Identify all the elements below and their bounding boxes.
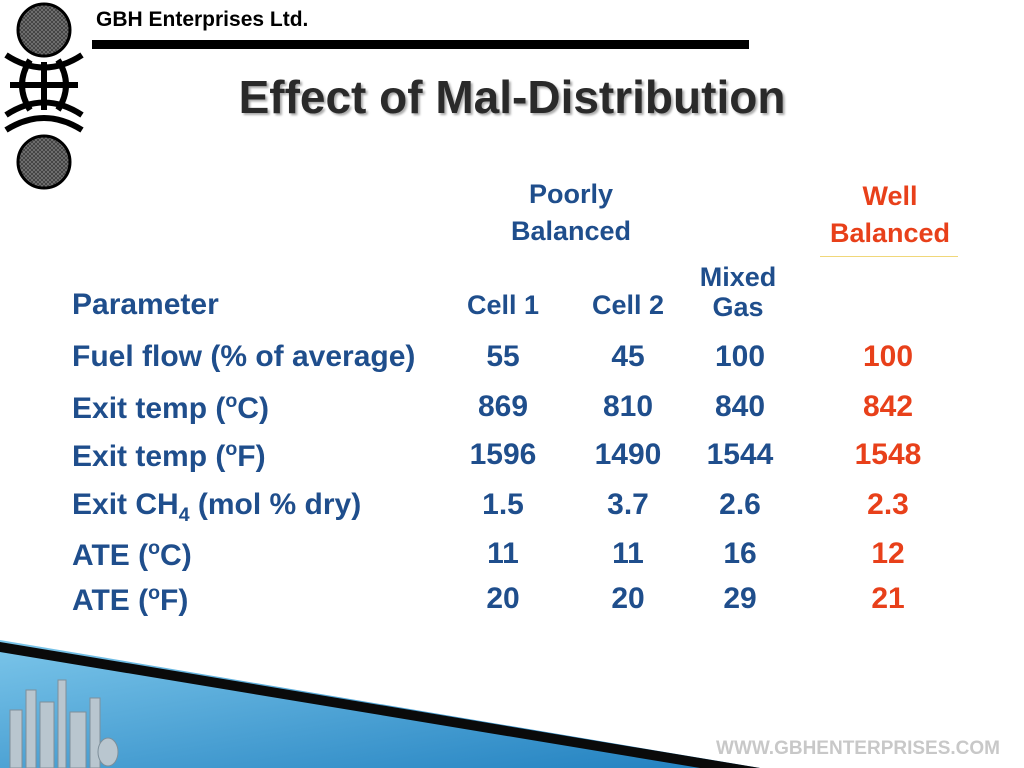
- cell2-value: 45: [611, 340, 645, 373]
- row-label: Exit temp (oC): [72, 390, 269, 425]
- header-divider: [92, 40, 749, 49]
- cell1-value: 20: [486, 582, 520, 615]
- slide-title: Effect of Mal-Distribution: [238, 71, 786, 123]
- mixed-line2: Gas: [712, 292, 764, 322]
- mixed-value: 840: [714, 390, 766, 423]
- cell2-value: 20: [611, 582, 645, 615]
- group-well-line2: Balanced: [829, 218, 951, 248]
- group-poorly-line1: Poorly: [528, 179, 614, 209]
- table-row: Exit temp (oF) 1596 1490 1544 1548: [0, 438, 1024, 482]
- mixed-value: 29: [723, 582, 757, 615]
- company-name: GBH Enterprises Ltd.: [96, 8, 309, 31]
- well-value: 2.3: [867, 488, 909, 521]
- column-header-cell2: Cell 2: [591, 290, 665, 320]
- well-value: 12: [871, 537, 905, 570]
- column-header-parameter: Parameter: [72, 288, 219, 321]
- mixed-value: 1544: [706, 438, 774, 471]
- group-header-well: Well Balanced: [810, 178, 970, 252]
- mixed-line1: Mixed: [699, 262, 777, 292]
- mixed-value: 2.6: [719, 488, 761, 521]
- cell1-value: 869: [477, 390, 529, 423]
- mixed-value: 16: [723, 537, 757, 570]
- footer-decoration: [0, 640, 760, 768]
- well-value: 21: [871, 582, 905, 615]
- table-row: ATE (oC) 11 11 16 12: [0, 537, 1024, 581]
- cell2-value: 3.7: [607, 488, 649, 521]
- table-row: Exit temp (oC) 869 810 840 842: [0, 390, 1024, 434]
- company-logo: [4, 2, 84, 190]
- row-label: Exit temp (oF): [72, 438, 266, 473]
- cell1-value: 1.5: [482, 488, 524, 521]
- group-header-poorly: Poorly Balanced: [490, 176, 652, 250]
- column-header-mixed-gas: Mixed Gas: [678, 262, 798, 322]
- cell2-value: 810: [602, 390, 654, 423]
- well-balanced-underline: [820, 256, 958, 257]
- cell1-value: 55: [486, 340, 520, 373]
- table-row: ATE (oF) 20 20 29 21: [0, 582, 1024, 626]
- table-row: Exit CH4 (mol % dry) 1.5 3.7 2.6 2.3: [0, 488, 1024, 532]
- row-label: ATE (oF): [72, 582, 189, 617]
- website-url: WWW.GBHENTERPRISES.COM: [716, 738, 1000, 759]
- group-well-line1: Well: [862, 181, 918, 211]
- table-row: Fuel flow (% of average) 55 45 100 100: [0, 340, 1024, 384]
- cell1-value: 11: [487, 537, 519, 570]
- mixed-value: 100: [714, 340, 766, 373]
- group-poorly-line2: Balanced: [510, 216, 632, 246]
- row-label: ATE (oC): [72, 537, 192, 572]
- well-value: 1548: [854, 438, 922, 471]
- well-value: 842: [862, 390, 914, 423]
- cell1-value: 1596: [469, 438, 537, 471]
- row-label: Exit CH4 (mol % dry): [72, 488, 362, 526]
- cell2-value: 1490: [594, 438, 662, 471]
- row-label: Fuel flow (% of average): [72, 340, 416, 373]
- cell2-value: 11: [612, 537, 644, 570]
- refinery-icon: [9, 679, 119, 768]
- column-header-cell1: Cell 1: [466, 290, 540, 320]
- well-value: 100: [862, 340, 914, 373]
